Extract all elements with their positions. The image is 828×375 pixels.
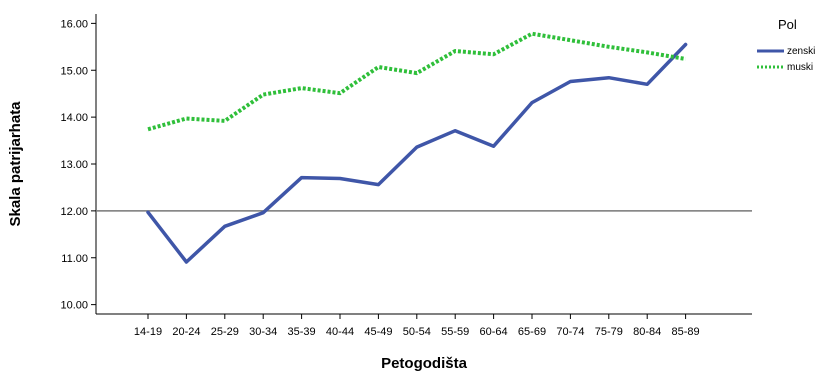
x-tick-label: 70-74: [556, 326, 584, 338]
x-tick-label: 75-79: [595, 326, 623, 338]
series-line-zenski: [146, 42, 688, 264]
y-tick-label: 12.00: [60, 206, 88, 218]
y-tick-label: 14.00: [60, 112, 88, 124]
x-tick-label: 85-89: [672, 326, 700, 338]
series-line-muski: [147, 31, 686, 132]
x-tick-label: 30-34: [249, 326, 277, 338]
x-tick-label: 65-69: [518, 326, 546, 338]
x-tick-label: 45-49: [364, 326, 392, 338]
legend: Pol zenski muski: [757, 17, 815, 73]
y-tick-label: 11.00: [61, 253, 88, 265]
plot-frame: [95, 14, 752, 315]
y-tick-label: 10.00: [60, 300, 88, 312]
y-axis-title: Skala patrijarhata: [7, 101, 24, 227]
x-ticks: 14-19 20-24 25-29 30-34 35-39 40-44 45-49 50-54…: [134, 314, 700, 338]
y-ticks: 10.00 11.00 12.00 13.00 14.00 15.00 16.00: [60, 18, 96, 312]
y-tick-label: 13.00: [60, 159, 88, 171]
x-tick-label: 14-19: [134, 326, 162, 338]
y-tick-label: 15.00: [60, 65, 88, 77]
x-tick-label: 60-64: [480, 326, 508, 338]
legend-label-zenski: zenski: [787, 46, 815, 57]
series-group: [146, 31, 688, 264]
x-tick-label: 20-24: [172, 326, 200, 338]
x-tick-label: 55-59: [441, 326, 469, 338]
x-axis-title: Petogodišta: [381, 355, 467, 372]
x-tick-label: 50-54: [403, 326, 431, 338]
legend-title: Pol: [778, 17, 797, 32]
legend-label-muski: muski: [787, 62, 813, 73]
x-tick-label: 25-29: [211, 326, 239, 338]
x-tick-label: 80-84: [633, 326, 661, 338]
x-tick-label: 35-39: [288, 326, 316, 338]
y-tick-label: 16.00: [60, 18, 88, 30]
x-tick-label: 40-44: [326, 326, 354, 338]
